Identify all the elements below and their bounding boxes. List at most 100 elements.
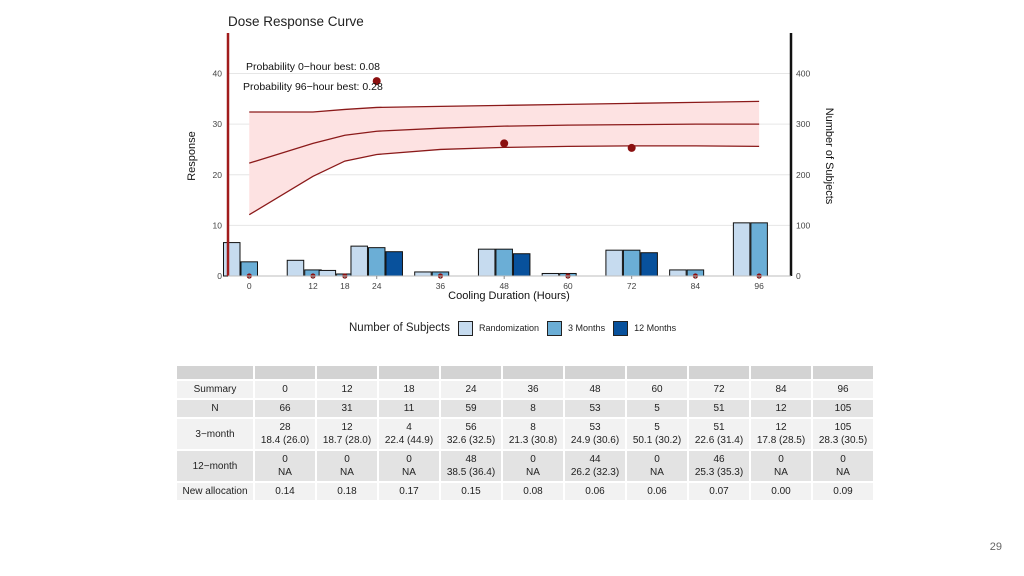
table-cell: 0.06 — [565, 483, 625, 500]
table-cell: 12 — [751, 400, 811, 417]
cell-stat: NA — [340, 467, 354, 478]
cell-stat: 22.6 (31.4) — [694, 435, 744, 446]
bar-3-months-24 — [367, 247, 386, 277]
table-cell: 46 25.3 (35.3) — [689, 451, 749, 481]
cell-stat: 18.4 (26.0) — [260, 435, 310, 446]
subject-bars — [222, 222, 768, 277]
table-cell: 0 NA — [379, 451, 439, 481]
table-row-3-month: 3−month 28 18.4 (26.0) 12 18.7 (28.0) 4 22.… — [177, 419, 873, 449]
table-cell: 48 38.5 (36.4) — [441, 451, 501, 481]
observed-point-72 — [627, 143, 636, 152]
x-tick-label: 72 — [627, 281, 637, 291]
table-cell: 4 22.4 (44.9) — [379, 419, 439, 449]
y-tick-label: 30 — [213, 119, 223, 129]
x-tick-label: 84 — [691, 281, 701, 291]
chart-axes — [226, 33, 793, 277]
row-label: New allocation — [177, 483, 253, 500]
summary-table: Summary 0 12 18 24 36 48 60 72 84 96 N 6… — [175, 364, 875, 502]
table-cell: 0 NA — [255, 451, 315, 481]
x-tick-label: 96 — [754, 281, 764, 291]
row-label: 3−month — [177, 419, 253, 449]
x-tick-label: 36 — [436, 281, 446, 291]
cell-count: 0 — [406, 454, 412, 465]
mean-response-line — [249, 123, 760, 164]
table-cell: 0.17 — [379, 483, 439, 500]
table-cell: 12 17.8 (28.5) — [751, 419, 811, 449]
bar-randomization-24 — [350, 245, 368, 277]
cell-stat: NA — [836, 467, 850, 478]
table-cell: 66 — [255, 400, 315, 417]
cell-count: 0 — [530, 454, 536, 465]
table-cell: 0 NA — [751, 451, 811, 481]
cell-stat: NA — [402, 467, 416, 478]
chart-legend: Number of Subjects Randomization 3 Month… — [349, 319, 684, 337]
table-row-summary: Summary 0 12 18 24 36 48 60 72 84 96 — [177, 381, 873, 398]
cell-stat: 32.6 (32.5) — [446, 435, 496, 446]
y-tick-label: 10 — [213, 220, 223, 230]
column-header: 12 — [317, 381, 377, 398]
bar-12-months-72 — [640, 252, 658, 277]
cell-count: 12 — [775, 422, 787, 433]
table-cell: 0 NA — [317, 451, 377, 481]
cell-stat: 50.1 (30.2) — [632, 435, 682, 446]
table-cell: 105 — [813, 400, 873, 417]
header-cell — [441, 366, 501, 379]
observed-point-24 — [372, 77, 381, 86]
x-tick-label: 18 — [340, 281, 350, 291]
header-cell — [255, 366, 315, 379]
table-cell: 5 50.1 (30.2) — [627, 419, 687, 449]
y-axis-label: Response — [186, 131, 198, 181]
header-cell — [565, 366, 625, 379]
y-tick-label: 0 — [217, 271, 222, 281]
legend-swatch-3-months — [547, 320, 563, 336]
x-tick-label: 24 — [372, 281, 382, 291]
cell-stat: 22.4 (44.9) — [384, 435, 434, 446]
table-row-12-month: 12−month 0 NA 0 NA 0 NA 48 38.5 (36.4) 0 NA 4… — [177, 451, 873, 481]
cell-count: 5 — [654, 422, 660, 433]
cell-count: 28 — [279, 422, 291, 433]
x-tick-label: 48 — [499, 281, 509, 291]
cell-count: 0 — [344, 454, 350, 465]
table-cell: 0.15 — [441, 483, 501, 500]
y-right-tick-label: 100 — [796, 220, 810, 230]
x-tick-label: 12 — [308, 281, 318, 291]
cell-count: 105 — [834, 422, 852, 433]
table-cell: 28 18.4 (26.0) — [255, 419, 315, 449]
column-header: 72 — [689, 381, 749, 398]
legend-swatch-12-months — [613, 320, 629, 336]
bar-3-months-48 — [495, 248, 513, 277]
credible-ribbon — [249, 101, 760, 215]
column-header: 96 — [813, 381, 873, 398]
table-cell: 0.08 — [503, 483, 563, 500]
cell-count: 0 — [282, 454, 288, 465]
y-tick-label: 20 — [213, 170, 223, 180]
cell-stat: 17.8 (28.5) — [756, 435, 806, 446]
bar-randomization-96 — [732, 222, 751, 277]
upper-bound-line — [249, 100, 760, 113]
table-cell: 0.07 — [689, 483, 749, 500]
bar-randomization-72 — [605, 249, 623, 277]
table-cell: 8 21.3 (30.8) — [503, 419, 563, 449]
row-label: Summary — [177, 381, 253, 398]
observed-point-48 — [500, 139, 509, 148]
table-cell: 31 — [317, 400, 377, 417]
table-cell: 0.14 — [255, 483, 315, 500]
y-right-tick-label: 300 — [796, 119, 810, 129]
table-cell: 53 24.9 (30.6) — [565, 419, 625, 449]
page-number: 29 — [989, 541, 1002, 553]
bar-randomization-36 — [414, 271, 432, 277]
table-cell: 0 NA — [813, 451, 873, 481]
table-cell: 105 28.3 (30.5) — [813, 419, 873, 449]
cell-count: 56 — [465, 422, 477, 433]
table-cell: 56 32.6 (32.5) — [441, 419, 501, 449]
legend-item-3-months: 3 Months — [547, 320, 605, 336]
cell-count: 48 — [465, 454, 477, 465]
chart-title: Dose Response Curve — [228, 14, 364, 29]
column-header: 36 — [503, 381, 563, 398]
cell-stat: NA — [278, 467, 292, 478]
table-cell: 53 — [565, 400, 625, 417]
table-row-n: N 66 31 11 59 8 53 5 51 12 105 — [177, 400, 873, 417]
cell-stat: 26.2 (32.3) — [570, 467, 620, 478]
cell-stat: NA — [526, 467, 540, 478]
legend-item-12-months: 12 Months — [613, 320, 676, 336]
